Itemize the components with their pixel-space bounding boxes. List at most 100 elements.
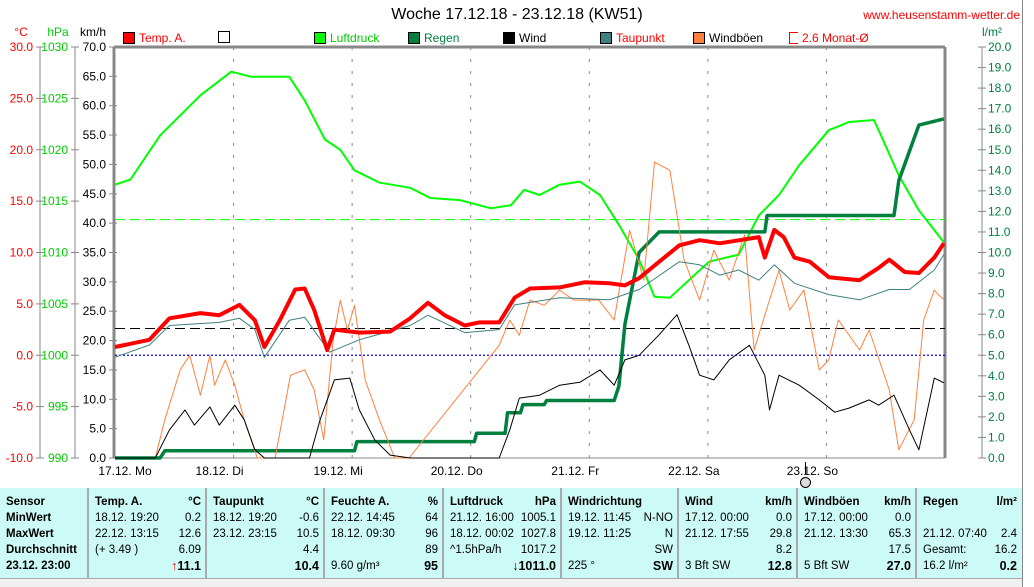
legend-item: Luftdruck (314, 31, 379, 45)
stats-value: 0.0 (895, 510, 911, 526)
stats-value-text: 65.3 (888, 528, 911, 540)
column-label: Luftdruck (450, 496, 504, 508)
legend-swatch (218, 31, 230, 43)
legend-label: Temp. A. (139, 31, 186, 45)
stats-date: 19.12. 11:25 (568, 528, 632, 540)
column-header: Windböen km/h (804, 494, 911, 510)
stats-row: 22.12. 14:45 64 (331, 510, 438, 526)
stats-column: Wind km/h 17.12. 00:00 0.0 21.12. 17:55 29.8 8… (679, 488, 798, 578)
stats-value-text: SW (652, 559, 673, 573)
stats-value: 0.0 (776, 510, 792, 526)
temp-axis-unit: °C (14, 25, 28, 39)
stats-value-text: 10.4 (294, 559, 319, 573)
stats-value-text: 27.0 (886, 559, 911, 573)
stats-value-text: 16.2 (994, 544, 1017, 556)
rain-tick-label: 16.0 (988, 122, 1012, 136)
temp-tick-label: -5.0 (12, 400, 33, 414)
stats-date: 5 Bft SW (804, 560, 850, 572)
wind-tick-label: 50.0 (83, 157, 107, 171)
column-unit: l/m² (996, 496, 1017, 508)
stats-value-text: N-NO (643, 512, 673, 524)
series-regen (115, 117, 945, 460)
rain-tick-label: 12.0 (988, 204, 1012, 218)
legend-swatch (693, 32, 705, 44)
column-unit: °C (188, 496, 201, 508)
stats-row: ↑11.1 (95, 558, 201, 574)
stats-date: 18.12. 19:20 (213, 512, 277, 524)
x-tick-label: 17.12. Mo (98, 464, 152, 478)
wind-axis-unit: km/h (80, 25, 106, 39)
stats-row: 8.2 (685, 542, 792, 558)
stats-row: 19.12. 11:25 N (568, 526, 673, 542)
site-link[interactable]: www.heusenstamm-wetter.de (863, 8, 1020, 22)
pressure-tick-label: 1030 (41, 40, 68, 54)
legend-label: Windböen (709, 31, 764, 45)
pressure-axis-unit: hPa (47, 25, 69, 39)
stats-value: 95 (424, 558, 438, 574)
rain-tick-label: 8.0 (988, 287, 1005, 301)
pressure-tick-label: 1000 (41, 348, 68, 362)
wind-tick-label: 70.0 (83, 40, 107, 54)
rain-tick-label: 6.0 (988, 328, 1005, 342)
rain-tick-label: 11.0 (988, 225, 1011, 239)
stats-value: 96 (425, 526, 438, 542)
stats-value: SW (653, 558, 673, 574)
rain-tick-label: 3.0 (988, 389, 1005, 403)
stats-value: 89 (425, 542, 438, 558)
stats-value: 2.4 (1001, 526, 1017, 542)
weather-chart: °C -10.0 -5.0 0.0 5.0 10.0 15.0 20.0 25.0 30.0 hPa… (6, 25, 1012, 478)
stats-row: 21.12. 07:40 2.4 (923, 526, 1017, 542)
x-tick-label: 19.12. Mi (313, 464, 362, 478)
stats-row: 3 Bft SW 12.8 (685, 558, 792, 574)
temp-tick-label: 10.0 (10, 246, 34, 260)
sensor-column: Sensor MinWert MaxWert Durchschnitt 23.12. 2… (0, 488, 89, 578)
stats-value: N-NO (644, 510, 673, 526)
temp-tick-label: 5.0 (16, 297, 33, 311)
stats-row: (+ 3.49 ) 6.09 (95, 542, 201, 558)
stats-value: 0.2 (185, 510, 201, 526)
wind-tick-label: 5.0 (89, 422, 106, 436)
stats-value-text: 64 (425, 512, 438, 524)
stats-date: 22.12. 14:45 (331, 512, 395, 524)
stats-date: 18.12. 09:30 (331, 528, 395, 540)
temp-tick-label: 20.0 (10, 143, 34, 157)
wind-tick-label: 20.0 (83, 334, 107, 348)
stats-date: 3 Bft SW (685, 560, 731, 572)
stats-date: 19.12. 11:45 (568, 512, 632, 524)
legend-label: 2.6 Monat-Ø (802, 31, 869, 45)
stats-date: 21.12. 07:40 (923, 528, 987, 540)
column-label: Taupunkt (213, 496, 264, 508)
horizontal-scrollbar[interactable] (0, 578, 1022, 587)
stats-row: 18.12. 19:20 0.2 (95, 510, 201, 526)
column-unit: km/h (884, 496, 911, 508)
rain-tick-label: 10.0 (988, 246, 1012, 260)
stats-column: Feuchte A.% 22.12. 14:45 64 18.12. 09:30 96 8… (325, 488, 444, 578)
x-tick-label: 20.12. Do (431, 464, 483, 478)
wind-tick-label: 15.0 (83, 363, 107, 377)
stats-value: ↓1011.0 (512, 558, 556, 574)
stats-value-text: 17.5 (888, 544, 911, 556)
stats-row: 17.5 (804, 542, 911, 558)
rain-tick-label: 7.0 (988, 307, 1005, 321)
stats-value: 64 (425, 510, 438, 526)
stats-value: 6.09 (179, 542, 201, 558)
wind-tick-label: 55.0 (83, 128, 107, 142)
rain-tick-label: 13.0 (988, 184, 1012, 198)
column-header: Temp. A. °C (95, 494, 201, 510)
legend-swatch (408, 32, 420, 44)
x-tick-label: 23.12. So (787, 464, 839, 478)
series-windb-en (115, 161, 945, 459)
column-header: Windrichtung (568, 494, 673, 510)
stats-row: 5 Bft SW 27.0 (804, 558, 911, 574)
time-marker-handle[interactable] (800, 477, 811, 488)
stats-date: 22.12. 13:15 (95, 528, 159, 540)
legend-item: 2.6 Monat-Ø (789, 31, 869, 45)
rain-tick-label: 18.0 (988, 81, 1012, 95)
chart-title: Woche 17.12.18 - 23.12.18 (KW51) (391, 6, 643, 23)
stats-row: 4.4 (213, 542, 319, 558)
rain-tick-label: 14.0 (988, 163, 1012, 177)
stats-value: 0.2 (1000, 558, 1017, 574)
column-label: Windböen (804, 496, 860, 508)
stats-value-text: 11.1 (177, 559, 201, 573)
